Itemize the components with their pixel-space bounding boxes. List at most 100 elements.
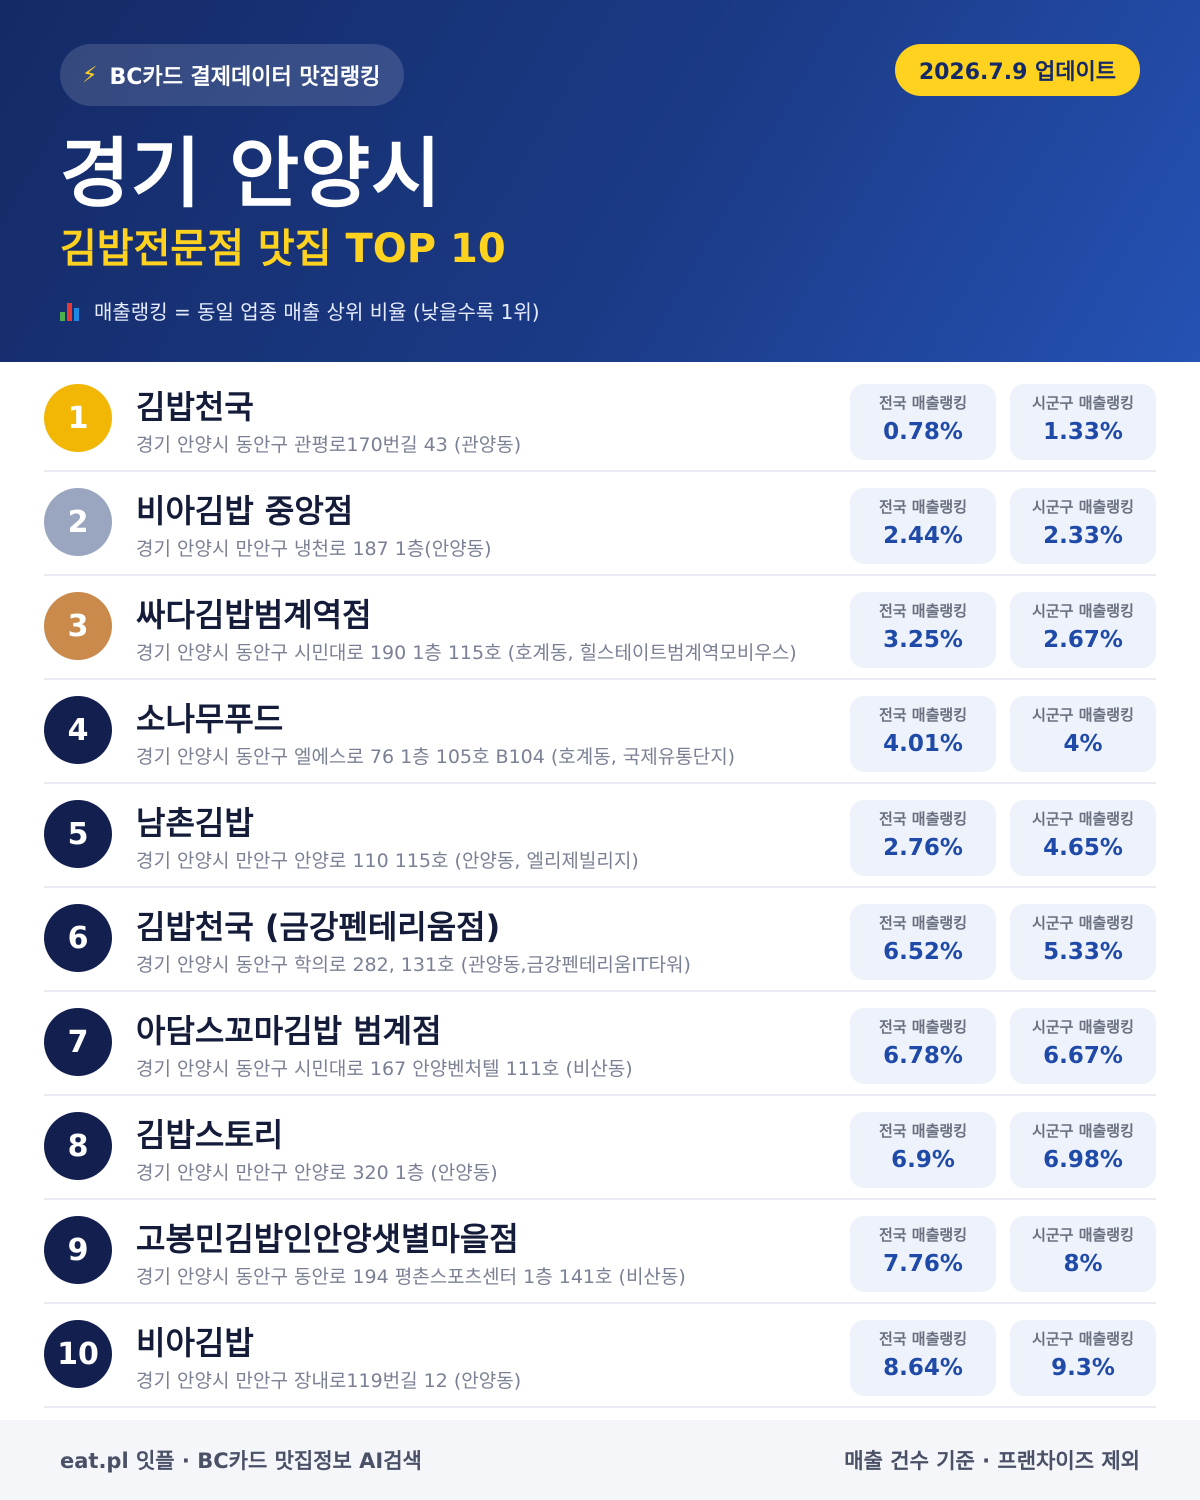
restaurant-name: 싸다김밥범계역점	[136, 596, 372, 634]
restaurant-name: 김밥천국	[136, 388, 254, 426]
local-ranking-box: 시군구 매출랭킹 4%	[1010, 696, 1156, 772]
restaurant-list: 1 김밥천국 경기 안양시 동안구 관평로170번길 43 (관양동) 전국 매출랭킹…	[44, 368, 1156, 1408]
national-ranking-box: 전국 매출랭킹 2.76%	[850, 800, 996, 876]
restaurant-address: 경기 안양시 동안구 시민대로 190 1층 115호 (호계동, 힐스테이트범…	[136, 642, 797, 664]
rank-badge: 9	[44, 1216, 112, 1284]
source-badge-label: BC카드 결제데이터 맛집랭킹	[109, 65, 381, 90]
national-ranking-value: 8.64%	[883, 1355, 963, 1381]
local-ranking-label: 시군구 매출랭킹	[1032, 1122, 1134, 1140]
national-ranking-value: 0.78%	[883, 419, 963, 445]
restaurant-address: 경기 안양시 만안구 장내로119번길 12 (안양동)	[136, 1370, 522, 1392]
national-ranking-value: 2.44%	[883, 523, 963, 549]
local-ranking-value: 4.65%	[1043, 835, 1123, 861]
restaurant-row[interactable]: 6 김밥천국 (금강펜테리움점) 경기 안양시 동안구 학의로 282, 131호 …	[44, 888, 1156, 992]
footer-source: eat.pl 잇플 · BC카드 맛집정보 AI검색	[60, 1449, 422, 1473]
local-ranking-label: 시군구 매출랭킹	[1032, 914, 1134, 932]
restaurant-row[interactable]: 8 김밥스토리 경기 안양시 만안구 안양로 320 1층 (안양동) 전국 매출랭킹…	[44, 1096, 1156, 1200]
national-ranking-value: 2.76%	[883, 835, 963, 861]
local-ranking-box: 시군구 매출랭킹 6.98%	[1010, 1112, 1156, 1188]
region-title: 경기 안양시	[60, 129, 443, 218]
restaurant-address: 경기 안양시 동안구 동안로 194 평촌스포츠센터 1층 141호 (비산동)	[136, 1266, 686, 1288]
restaurant-address: 경기 안양시 만안구 안양로 320 1층 (안양동)	[136, 1162, 498, 1184]
local-ranking-box: 시군구 매출랭킹 6.67%	[1010, 1008, 1156, 1084]
local-ranking-value: 5.33%	[1043, 939, 1123, 965]
national-ranking-box: 전국 매출랭킹 6.52%	[850, 904, 996, 980]
national-ranking-box: 전국 매출랭킹 4.01%	[850, 696, 996, 772]
ranking-note-text: 매출랭킹 = 동일 업종 매출 상위 비율 (낮을수록 1위)	[94, 300, 540, 324]
rank-badge: 2	[44, 488, 112, 556]
restaurant-address: 경기 안양시 만안구 안양로 110 115호 (안양동, 엘리제빌리지)	[136, 850, 639, 872]
national-ranking-label: 전국 매출랭킹	[878, 1330, 968, 1348]
local-ranking-label: 시군구 매출랭킹	[1032, 810, 1134, 828]
national-ranking-label: 전국 매출랭킹	[878, 810, 968, 828]
rank-badge: 3	[44, 592, 112, 660]
national-ranking-box: 전국 매출랭킹 3.25%	[850, 592, 996, 668]
local-ranking-box: 시군구 매출랭킹 4.65%	[1010, 800, 1156, 876]
restaurant-row[interactable]: 7 아담스꼬마김밥 범계점 경기 안양시 동안구 시민대로 167 안양벤처텔 11…	[44, 992, 1156, 1096]
local-ranking-label: 시군구 매출랭킹	[1032, 394, 1134, 412]
rank-badge: 4	[44, 696, 112, 764]
restaurant-name: 김밥천국 (금강펜테리움점)	[136, 908, 501, 946]
national-ranking-label: 전국 매출랭킹	[878, 1018, 968, 1036]
footer: eat.pl 잇플 · BC카드 맛집정보 AI검색 매출 건수 기준 · 프랜…	[0, 1420, 1200, 1500]
ranking-note: 매출랭킹 = 동일 업종 매출 상위 비율 (낮을수록 1위)	[60, 296, 540, 325]
rank-badge: 7	[44, 1008, 112, 1076]
rank-badge: 8	[44, 1112, 112, 1180]
local-ranking-value: 4%	[1063, 731, 1103, 757]
restaurant-name: 고봉민김밥인안양샛별마을점	[136, 1220, 519, 1258]
local-ranking-value: 9.3%	[1051, 1355, 1115, 1381]
restaurant-address: 경기 안양시 동안구 엘에스로 76 1층 105호 B104 (호계동, 국제…	[136, 746, 736, 768]
rank-badge: 6	[44, 904, 112, 972]
local-ranking-label: 시군구 매출랭킹	[1032, 1330, 1134, 1348]
restaurant-name: 소나무푸드	[136, 700, 284, 738]
local-ranking-box: 시군구 매출랭킹 9.3%	[1010, 1320, 1156, 1396]
local-ranking-label: 시군구 매출랭킹	[1032, 1226, 1134, 1244]
local-ranking-value: 6.67%	[1043, 1043, 1123, 1069]
local-ranking-value: 6.98%	[1043, 1147, 1123, 1173]
national-ranking-box: 전국 매출랭킹 2.44%	[850, 488, 996, 564]
national-ranking-label: 전국 매출랭킹	[878, 602, 968, 620]
footer-criteria: 매출 건수 기준 · 프랜차이즈 제외	[844, 1449, 1140, 1473]
local-ranking-box: 시군구 매출랭킹 5.33%	[1010, 904, 1156, 980]
restaurant-name: 남촌김밥	[136, 804, 254, 842]
rank-badge: 10	[44, 1320, 112, 1388]
local-ranking-label: 시군구 매출랭킹	[1032, 498, 1134, 516]
national-ranking-box: 전국 매출랭킹 0.78%	[850, 384, 996, 460]
national-ranking-value: 3.25%	[883, 627, 963, 653]
restaurant-row[interactable]: 1 김밥천국 경기 안양시 동안구 관평로170번길 43 (관양동) 전국 매출랭킹…	[44, 368, 1156, 472]
header-banner: ⚡ BC카드 결제데이터 맛집랭킹 2026.7.9 업데이트 경기 안양시 김…	[0, 0, 1200, 362]
restaurant-name: 아담스꼬마김밥 범계점	[136, 1012, 442, 1050]
restaurant-row[interactable]: 2 비아김밥 중앙점 경기 안양시 만안구 냉천로 187 1층(안양동) 전국 매출…	[44, 472, 1156, 576]
national-ranking-value: 6.9%	[891, 1147, 955, 1173]
local-ranking-box: 시군구 매출랭킹 2.33%	[1010, 488, 1156, 564]
national-ranking-value: 4.01%	[883, 731, 963, 757]
local-ranking-value: 8%	[1063, 1251, 1103, 1277]
category-title: 김밥전문점 맛집 TOP 10	[60, 226, 506, 272]
national-ranking-label: 전국 매출랭킹	[878, 914, 968, 932]
national-ranking-value: 6.52%	[883, 939, 963, 965]
national-ranking-label: 전국 매출랭킹	[878, 1226, 968, 1244]
national-ranking-value: 6.78%	[883, 1043, 963, 1069]
local-ranking-label: 시군구 매출랭킹	[1032, 1018, 1134, 1036]
national-ranking-box: 전국 매출랭킹 6.9%	[850, 1112, 996, 1188]
national-ranking-label: 전국 매출랭킹	[878, 498, 968, 516]
source-badge: ⚡ BC카드 결제데이터 맛집랭킹	[60, 44, 405, 106]
update-date-badge: 2026.7.9 업데이트	[894, 44, 1140, 96]
local-ranking-box: 시군구 매출랭킹 8%	[1010, 1216, 1156, 1292]
local-ranking-label: 시군구 매출랭킹	[1032, 706, 1134, 724]
rank-badge: 5	[44, 800, 112, 868]
national-ranking-value: 7.76%	[883, 1251, 963, 1277]
local-ranking-value: 1.33%	[1043, 419, 1123, 445]
local-ranking-box: 시군구 매출랭킹 2.67%	[1010, 592, 1156, 668]
restaurant-name: 비아김밥	[136, 1324, 254, 1362]
national-ranking-box: 전국 매출랭킹 6.78%	[850, 1008, 996, 1084]
local-ranking-value: 2.67%	[1043, 627, 1123, 653]
restaurant-address: 경기 안양시 동안구 학의로 282, 131호 (관양동,금강펜테리움IT타워…	[136, 954, 691, 976]
lightning-bolt-icon: ⚡	[82, 62, 98, 88]
restaurant-name: 비아김밥 중앙점	[136, 492, 354, 530]
